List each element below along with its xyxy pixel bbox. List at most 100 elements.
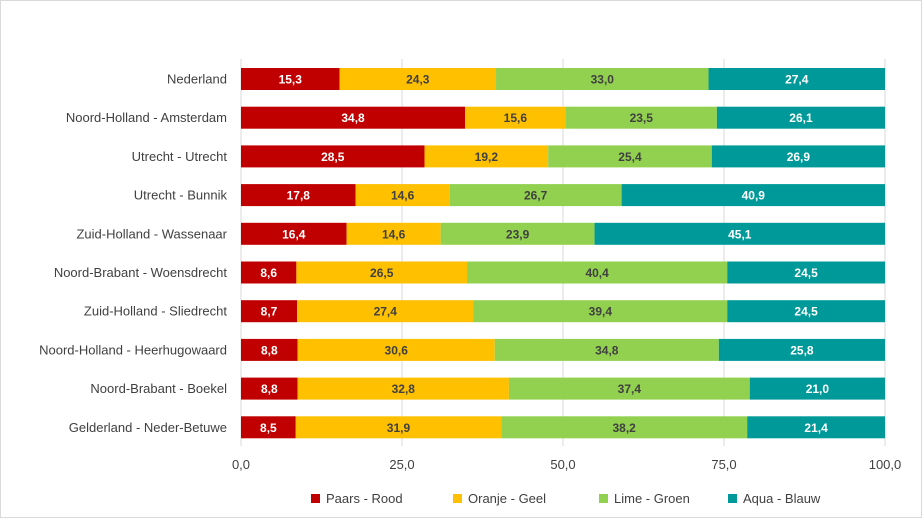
x-tick-label: 75,0 — [711, 457, 736, 472]
legend-label: Oranje - Geel — [468, 491, 546, 506]
bar-segment — [708, 68, 885, 90]
bar-data-label: 45,1 — [728, 227, 752, 241]
category-label: Noord-Brabant - Woensdrecht — [54, 265, 228, 280]
bar-segment — [241, 68, 340, 90]
bar-segment — [241, 338, 298, 361]
x-tick-label: 100,0 — [869, 457, 902, 472]
legend-swatch — [728, 494, 737, 503]
bar-data-label: 23,9 — [506, 227, 530, 241]
category-label: Zuid-Holland - Wassenaar — [76, 226, 227, 241]
bar-data-label: 27,4 — [374, 305, 398, 319]
bar-segment — [621, 184, 885, 207]
bar-segment — [494, 338, 719, 361]
bar-data-label: 15,6 — [504, 111, 528, 125]
bar-data-label: 21,4 — [804, 421, 828, 435]
bar-segment — [241, 106, 466, 129]
bar-segment — [346, 222, 441, 245]
bar-segment — [711, 145, 885, 168]
category-labels: Nederland Noord-Holland - Amsterdam Utrech… — [39, 72, 228, 435]
bar-segment — [297, 338, 495, 361]
category-label: Zuid-Holland - Sliedrecht — [84, 304, 227, 319]
bar-data-label: 8,6 — [260, 266, 277, 280]
legend-swatch — [453, 494, 462, 503]
bar-data-label: 24,5 — [794, 305, 818, 319]
bar-data-label: 34,8 — [595, 343, 619, 357]
category-label: Noord-Holland - Amsterdam — [66, 110, 227, 125]
bar-data-label: 31,9 — [387, 421, 411, 435]
bar-segment — [241, 261, 297, 284]
bars: 15,3 24,3 33,0 27,4 34,8 15,6 23,5 26,1 28,5 19,2… — [241, 68, 885, 439]
bar-segment — [473, 300, 728, 323]
bar-data-label: 39,4 — [589, 305, 613, 319]
bar-data-label: 27,4 — [785, 73, 809, 87]
bar-segment — [355, 184, 450, 207]
bar-data-label: 19,2 — [475, 150, 499, 164]
bar-data-label: 16,4 — [282, 227, 306, 241]
category-label: Gelderland - Neder-Betuwe — [69, 420, 227, 435]
bar-data-label: 14,6 — [391, 189, 415, 203]
bar-data-label: 25,4 — [618, 150, 642, 164]
bar-segment — [565, 106, 717, 129]
bar-segment — [716, 106, 885, 129]
legend-label: Paars - Rood — [326, 491, 403, 506]
bar-segment — [296, 261, 468, 284]
bar-segment — [508, 377, 750, 400]
bar-segment — [440, 222, 595, 245]
bar-segment — [496, 68, 709, 90]
bar-data-label: 23,5 — [630, 111, 654, 125]
bar-data-label: 28,5 — [321, 150, 345, 164]
bar-data-label: 8,5 — [260, 421, 277, 435]
bar-data-label: 24,5 — [794, 266, 818, 280]
bar-segment — [501, 416, 748, 439]
bar-data-label: 8,8 — [261, 343, 278, 357]
bar-segment — [295, 416, 502, 439]
category-label: Utrecht - Bunnik — [134, 188, 228, 203]
bar-segment — [241, 222, 347, 245]
x-tick-labels: 0,0 25,0 50,0 75,0 100,0 — [232, 457, 901, 472]
category-label: Noord-Holland - Heerhugowaard — [39, 342, 227, 357]
x-tick-label: 0,0 — [232, 457, 250, 472]
x-tick-label: 25,0 — [389, 457, 414, 472]
bar-segment — [241, 300, 298, 323]
bar-data-label: 33,0 — [591, 73, 615, 87]
bar-data-label: 8,8 — [261, 382, 278, 396]
bar-data-label: 15,3 — [279, 73, 303, 87]
bar-segment — [241, 377, 298, 400]
legend-label: Aqua - Blauw — [743, 491, 821, 506]
bar-segment — [449, 184, 622, 207]
bar-data-label: 26,1 — [789, 111, 813, 125]
bar-data-label: 21,0 — [806, 382, 830, 396]
bar-data-label: 40,4 — [585, 266, 609, 280]
bar-segment — [297, 377, 509, 400]
bar-data-label: 26,5 — [370, 266, 394, 280]
bar-segment — [727, 300, 885, 323]
bar-segment — [241, 184, 356, 207]
bar-data-label: 26,7 — [524, 189, 548, 203]
bar-data-label: 32,8 — [392, 382, 416, 396]
bar-data-label: 34,8 — [341, 111, 365, 125]
bar-data-label: 37,4 — [618, 382, 642, 396]
bar-segment — [747, 416, 885, 439]
x-tick-label: 50,0 — [550, 457, 575, 472]
legend-swatch — [311, 494, 320, 503]
bar-data-label: 26,9 — [787, 150, 811, 164]
bar-segment — [727, 261, 885, 284]
bar-segment — [424, 145, 549, 168]
bar-segment — [467, 261, 728, 284]
bar-data-label: 38,2 — [613, 421, 637, 435]
bar-data-label: 17,8 — [287, 189, 311, 203]
legend-label: Lime - Groen — [614, 491, 690, 506]
bar-data-label: 8,7 — [261, 305, 278, 319]
bar-segment — [749, 377, 885, 400]
category-label: Nederland — [167, 72, 227, 87]
legend: Paars - Rood Oranje - Geel Lime - Groen Aqu… — [311, 491, 821, 506]
bar-data-label: 30,6 — [385, 343, 409, 357]
bar-segment — [465, 106, 566, 129]
bar-data-label: 24,3 — [406, 73, 430, 87]
bar-segment — [339, 68, 497, 90]
bar-data-label: 25,8 — [790, 343, 814, 357]
category-label: Noord-Brabant - Boekel — [90, 381, 227, 396]
bar-segment — [241, 416, 296, 439]
